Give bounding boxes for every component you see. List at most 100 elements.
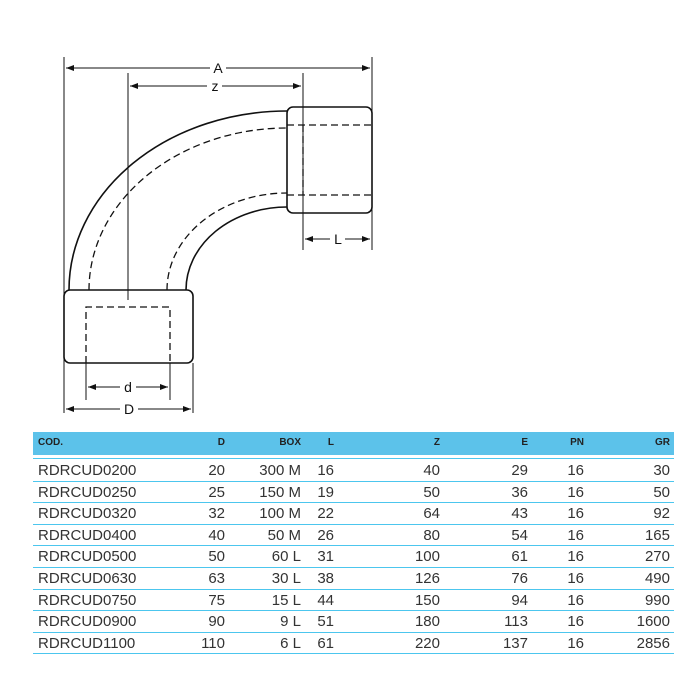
cell-d: 63 <box>208 570 225 587</box>
elbow-inner-arc <box>185 206 288 291</box>
cell-gr: 990 <box>644 591 670 609</box>
cell-d: 90 <box>208 613 225 631</box>
cell-l: 22 <box>317 505 334 523</box>
cell-e: 137 <box>502 634 528 652</box>
cell-pn: 16 <box>567 483 584 501</box>
cell-gr: 490 <box>644 570 670 587</box>
cell-gr: 30 <box>653 462 670 479</box>
cell-cod: RDRCUD0500 <box>38 548 137 566</box>
cell-z: 150 <box>414 591 440 609</box>
cell-pn: 16 <box>567 505 584 523</box>
label-d: d <box>124 379 132 395</box>
column-header-l: L <box>327 437 334 448</box>
label-z: z <box>212 78 219 94</box>
cell-pn: 16 <box>567 462 584 479</box>
cell-box: 100 M <box>259 505 301 523</box>
cell-d: 110 <box>201 634 225 652</box>
cell-l: 19 <box>317 483 334 501</box>
cell-d: 25 <box>208 483 225 501</box>
cell-box: 15 L <box>271 591 301 609</box>
cell-cod: RDRCUD0630 <box>38 570 137 587</box>
divider <box>33 458 674 459</box>
cell-cod: RDRCUD0320 <box>38 505 137 523</box>
label-D: D <box>124 401 134 417</box>
cell-box: 30 L <box>271 570 301 587</box>
cell-gr: 165 <box>644 526 670 544</box>
cell-z: 100 <box>414 548 440 566</box>
cell-pn: 16 <box>567 526 584 544</box>
cell-z: 180 <box>414 613 440 631</box>
table-row: RDRCUD0320 32 100 M 22 64 43 16 92 <box>33 502 674 525</box>
cell-box: 60 L <box>271 548 301 566</box>
table-row: RDRCUD0630 63 30 L 38 126 76 16 490 <box>33 567 674 590</box>
cell-pn: 16 <box>567 548 584 566</box>
cell-e: 54 <box>511 526 528 544</box>
cell-cod: RDRCUD0750 <box>38 591 137 609</box>
cell-l: 61 <box>317 634 334 652</box>
column-header-cod: COD. <box>38 437 63 448</box>
cell-gr: 92 <box>653 505 670 523</box>
cell-cod: RDRCUD0900 <box>38 613 137 631</box>
cell-cod: RDRCUD1100 <box>38 634 136 652</box>
column-header-z: Z <box>433 437 440 448</box>
cell-l: 31 <box>317 548 334 566</box>
cell-box: 300 M <box>259 462 301 479</box>
cell-e: 76 <box>511 570 528 587</box>
cell-pn: 16 <box>567 634 584 652</box>
cell-z: 80 <box>423 526 440 544</box>
cell-gr: 1600 <box>636 613 670 631</box>
cell-z: 220 <box>414 634 440 652</box>
cell-z: 64 <box>423 505 440 523</box>
table-row: RDRCUD0500 50 60 L 31 100 61 16 270 <box>33 545 674 568</box>
label-L: L <box>334 231 342 247</box>
column-header-pn: PN <box>570 437 584 448</box>
cell-e: 43 <box>511 505 528 523</box>
cell-gr: 2856 <box>636 634 670 652</box>
cell-box: 150 M <box>259 483 301 501</box>
cell-d: 50 <box>208 548 225 566</box>
cell-z: 126 <box>414 570 440 587</box>
cell-cod: RDRCUD0250 <box>38 483 137 501</box>
cell-l: 26 <box>317 526 334 544</box>
table-row: RDRCUD0400 40 50 M 26 80 54 16 165 <box>33 524 674 547</box>
cell-l: 38 <box>317 570 334 587</box>
cell-d: 40 <box>208 526 225 544</box>
cell-cod: RDRCUD0400 <box>38 526 137 544</box>
cell-pn: 16 <box>567 613 584 631</box>
cell-e: 94 <box>511 591 528 609</box>
cell-d: 20 <box>208 462 225 479</box>
cell-d: 75 <box>208 591 225 609</box>
column-header-box: BOX <box>279 437 301 448</box>
cell-box: 50 M <box>267 526 301 544</box>
cell-z: 50 <box>423 483 440 501</box>
cell-e: 61 <box>511 548 528 566</box>
cell-e: 113 <box>504 613 528 631</box>
table-row: RDRCUD0250 25 150 M 19 50 36 16 50 <box>33 481 674 504</box>
column-header-d: D <box>217 437 225 448</box>
cell-gr: 270 <box>644 548 670 566</box>
cell-l: 44 <box>317 591 334 609</box>
cell-gr: 50 <box>653 483 670 501</box>
right-socket <box>286 106 373 214</box>
bottom-socket <box>63 289 194 364</box>
cell-d: 32 <box>208 505 225 523</box>
cell-pn: 16 <box>567 591 584 609</box>
column-header-gr: GR <box>655 437 670 448</box>
cell-cod: RDRCUD0200 <box>38 462 137 479</box>
label-A: A <box>213 60 223 76</box>
cell-l: 16 <box>317 462 334 479</box>
cell-e: 29 <box>511 462 528 479</box>
table-header: COD. D BOX L Z E PN GR <box>33 432 674 455</box>
cell-box: 6 L <box>280 634 301 652</box>
elbow-technical-drawing: A z L d D <box>63 57 373 417</box>
cell-z: 40 <box>423 462 440 479</box>
cell-box: 9 L <box>280 613 301 631</box>
cell-l: 51 <box>317 613 334 631</box>
elbow-outer-arc <box>68 110 288 291</box>
column-header-e: E <box>521 437 528 448</box>
cell-e: 36 <box>511 483 528 501</box>
table-row: RDRCUD0200 20 300 M 16 40 29 16 30 <box>33 459 674 482</box>
table-row: RDRCUD1100 110 6 L 61 220 137 16 2856 <box>33 632 674 655</box>
table-row: RDRCUD0900 90 9 L 51 180 113 16 1600 <box>33 610 674 633</box>
